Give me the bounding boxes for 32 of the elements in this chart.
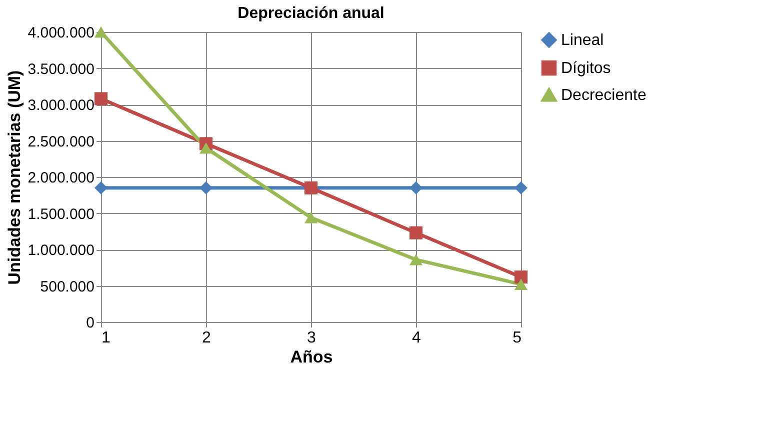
- legend-label: Decreciente: [561, 87, 646, 104]
- legend-label: Dígitos: [561, 60, 611, 77]
- x-tick-label: 3: [307, 330, 316, 346]
- point: [409, 226, 423, 240]
- y-tick-label: 500.000: [40, 278, 94, 296]
- point: [94, 181, 108, 194]
- y-tick-label: 3.000.000: [28, 97, 94, 114]
- point: [514, 181, 528, 194]
- y-tick-label: 2.500.000: [28, 133, 94, 150]
- point: [199, 142, 213, 154]
- y-tick-label: 4.000.000: [28, 24, 94, 42]
- chart-title: Depreciación anual: [238, 5, 384, 22]
- legend-label: Lineal: [561, 32, 604, 49]
- y-axis-title: Unidades monetarias (UM): [4, 70, 24, 285]
- x-tick-label: 1: [102, 330, 110, 346]
- y-tick-label: 2.000.000: [28, 170, 94, 186]
- y-tick-label: 0: [86, 314, 94, 332]
- point: [94, 26, 108, 38]
- point: [514, 278, 528, 290]
- y-tick-label: 1.000.000: [28, 242, 94, 259]
- y-tick-label: 1.500.000: [28, 206, 94, 223]
- x-tick-label: 4: [412, 330, 422, 346]
- point: [199, 181, 213, 194]
- point: [304, 212, 318, 224]
- x-axis-title: Años: [290, 348, 333, 366]
- point: [409, 254, 423, 266]
- x-tick-label: 5: [512, 330, 522, 346]
- point: [94, 92, 108, 106]
- point: [514, 270, 528, 284]
- x-tick-label: 2: [202, 330, 212, 346]
- point: [409, 181, 423, 194]
- y-tick-label: 3.500.000: [28, 60, 94, 78]
